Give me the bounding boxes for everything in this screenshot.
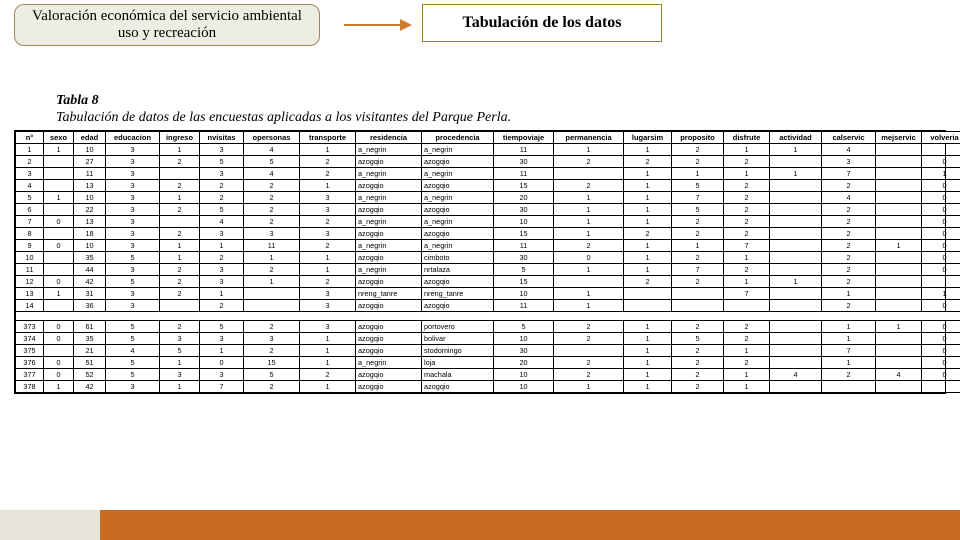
column-header: tiempoviaje xyxy=(494,132,554,144)
table-row: 1436323azogqioazogqio11120 xyxy=(16,300,960,312)
column-header: mejservic xyxy=(876,132,922,144)
table-row: 37403553331azogqiobolivar10215210 xyxy=(16,333,960,345)
box-valoracion-label: Valoración económica del servicio ambien… xyxy=(21,8,313,42)
column-header: permanencia xyxy=(554,132,624,144)
footer-seg-light xyxy=(0,510,100,540)
column-header: nvisitas xyxy=(200,132,244,144)
column-header: opersonas xyxy=(244,132,300,144)
table-row: 376051510151a_negrinloja20212210 xyxy=(16,357,960,369)
column-header: actividad xyxy=(770,132,822,144)
caption-subtitle: Tabulación de datos de las encuestas apl… xyxy=(56,109,511,126)
table-row: 9010311112a_negrina_negrin112117210 xyxy=(16,240,960,252)
box-tabulacion: Tabulación de los datos xyxy=(422,4,662,42)
table-row: 62232523azogqioazogqio30115220 xyxy=(16,204,960,216)
table-row: 37306152523azogqioportovero52122110 xyxy=(16,321,960,333)
table-row: 37705253352azogqiomachala1021214240 xyxy=(16,369,960,381)
column-header: lugarsim xyxy=(624,132,672,144)
column-header: transporte xyxy=(300,132,356,144)
table-row: 511031223a_negrina_negrin20117240 xyxy=(16,192,960,204)
column-header: proposito xyxy=(672,132,724,144)
table-row: 103551211azogqiocimboto30012120 xyxy=(16,252,960,264)
table-row: 81832333azogqioazogqio15122220 xyxy=(16,228,960,240)
caption-title: Tabla 8 xyxy=(56,92,511,109)
column-header: sexo xyxy=(44,132,74,144)
table-caption: Tabla 8 Tabulación de datos de las encue… xyxy=(56,92,511,126)
table-row: 22732552azogqioazogqio30222230 xyxy=(16,156,960,168)
column-header: volveria xyxy=(922,132,960,144)
table-row: 131313213nreng_tanrenreng_tanre101711 xyxy=(16,288,960,300)
column-header: edad xyxy=(74,132,106,144)
column-header: educacion xyxy=(106,132,160,144)
table-row: 114432321a_negrinnrtalaza5117220 xyxy=(16,264,960,276)
box-valoracion: Valoración económica del servicio ambien… xyxy=(14,4,320,46)
footer-bar xyxy=(0,510,960,540)
table-row: 3113342a_negrina_negrin11111171 xyxy=(16,168,960,180)
table-row: 37814231721azogqioazogqio101121 xyxy=(16,381,960,393)
header-boxes: Valoración económica del servicio ambien… xyxy=(14,4,944,50)
column-header: residencia xyxy=(356,132,422,144)
table-row: 70133422a_negrina_negrin10112220 xyxy=(16,216,960,228)
survey-table: n°sexoedadeducacioningresonvisitasoperso… xyxy=(15,131,960,393)
footer-seg-orange xyxy=(100,510,960,540)
column-header: calservic xyxy=(822,132,876,144)
column-header: n° xyxy=(16,132,44,144)
data-table: n°sexoedadeducacioningresonvisitasoperso… xyxy=(14,130,946,394)
box-tabulacion-label: Tabulación de los datos xyxy=(462,14,621,32)
table-row: 3752145121azogqiostodomingo3012170 xyxy=(16,345,960,357)
column-header: disfrute xyxy=(724,132,770,144)
table-row: 111031341a_negrina_negrin11112114 xyxy=(16,144,960,156)
column-header: ingreso xyxy=(160,132,200,144)
column-header: procedencia xyxy=(422,132,494,144)
table-row: 1204252312azogqioazogqio1522112 xyxy=(16,276,960,288)
arrow-icon xyxy=(344,24,412,26)
table-gap xyxy=(16,312,960,321)
table-row: 41332221azogqioazogqio15215220 xyxy=(16,180,960,192)
